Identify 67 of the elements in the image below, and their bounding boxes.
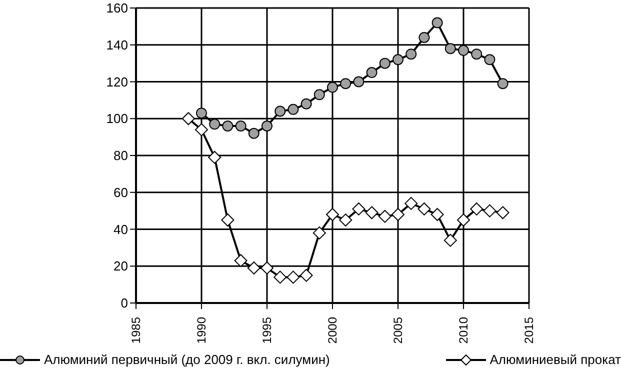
- point: [353, 76, 364, 88]
- point: [262, 120, 272, 132]
- point: [430, 208, 444, 221]
- x-tick-label: 1990: [194, 316, 208, 344]
- point: [340, 78, 352, 90]
- x-tick-label: 2005: [391, 316, 405, 344]
- point: [432, 17, 443, 28]
- y-tick-label: 0: [120, 296, 128, 311]
- point: [366, 67, 378, 78]
- point: [196, 108, 207, 119]
- point: [404, 196, 418, 210]
- point: [314, 89, 325, 100]
- point: [379, 58, 390, 69]
- point: [444, 43, 456, 54]
- y-tick-label: 140: [106, 37, 128, 52]
- point: [327, 82, 338, 93]
- point: [209, 118, 220, 130]
- point: [471, 48, 482, 60]
- point: [274, 106, 286, 117]
- y-tick-label: 100: [106, 111, 128, 126]
- point: [352, 202, 366, 216]
- point: [418, 32, 430, 43]
- point: [222, 120, 234, 132]
- y-tick-label: 80: [114, 148, 128, 164]
- point: [182, 112, 195, 126]
- point: [458, 44, 469, 56]
- point: [326, 208, 339, 221]
- x-tick-label: 2015: [522, 316, 536, 344]
- x-tick-label: 1985: [129, 316, 143, 344]
- point: [208, 150, 222, 164]
- point: [484, 54, 496, 66]
- point: [221, 214, 234, 227]
- point: [444, 234, 457, 247]
- point: [392, 208, 404, 221]
- point: [365, 206, 378, 220]
- point: [406, 48, 417, 60]
- point: [195, 123, 208, 136]
- point: [483, 204, 496, 218]
- point: [274, 270, 287, 284]
- point: [300, 98, 312, 110]
- point: [339, 214, 352, 227]
- point: [288, 104, 299, 115]
- point: [470, 202, 484, 216]
- x-tick-label: 2000: [326, 316, 340, 344]
- y-tick-label: 40: [114, 222, 128, 237]
- point: [418, 202, 431, 216]
- point: [497, 78, 508, 90]
- x-tick-label: 2010: [456, 316, 470, 344]
- point: [234, 254, 248, 268]
- point: [260, 261, 274, 274]
- point: [286, 270, 300, 284]
- legend-label: Алюминий первичный (до 2009 г. вкл. силумин): [44, 352, 330, 367]
- point: [378, 210, 392, 223]
- y-tick-label: 120: [106, 74, 128, 90]
- y-tick-label: 20: [114, 258, 128, 274]
- legend-label: Алюминиевый прокат: [490, 352, 621, 367]
- x-tick-label: 1995: [260, 316, 274, 344]
- point: [392, 54, 404, 66]
- point: [496, 206, 510, 220]
- point: [457, 214, 470, 227]
- point: [300, 268, 313, 282]
- y-tick-label: 160: [106, 0, 128, 16]
- point: [235, 120, 246, 132]
- y-tick-label: 60: [114, 184, 128, 200]
- point: [312, 226, 326, 240]
- point: [248, 128, 260, 139]
- point: [247, 261, 260, 274]
